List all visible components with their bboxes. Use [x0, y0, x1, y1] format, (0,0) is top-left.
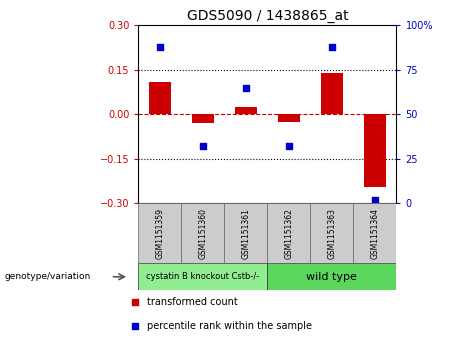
Bar [192, 114, 213, 123]
Text: GSM1151359: GSM1151359 [155, 208, 164, 259]
Text: GSM1151362: GSM1151362 [284, 208, 293, 259]
Text: GSM1151363: GSM1151363 [327, 208, 337, 259]
Point [328, 44, 336, 50]
Text: transformed count: transformed count [148, 297, 238, 307]
Bar [278, 114, 300, 122]
Point [371, 197, 378, 203]
Bar [225, 203, 267, 263]
Point [156, 44, 164, 50]
Bar [310, 203, 354, 263]
Point [242, 85, 249, 90]
Text: GSM1151361: GSM1151361 [242, 208, 250, 259]
Text: cystatin B knockout Cstb-/-: cystatin B knockout Cstb-/- [146, 272, 260, 281]
Point [285, 143, 293, 149]
Bar [321, 73, 343, 114]
Text: GSM1151364: GSM1151364 [371, 208, 379, 259]
Bar [181, 203, 225, 263]
Bar [364, 114, 386, 187]
Text: GSM1151360: GSM1151360 [198, 208, 207, 259]
Bar [149, 82, 171, 114]
Bar [138, 263, 267, 290]
Text: wild type: wild type [307, 272, 357, 282]
Bar [267, 203, 310, 263]
Point [333, 204, 340, 210]
Title: GDS5090 / 1438865_at: GDS5090 / 1438865_at [187, 9, 348, 23]
Bar [235, 107, 257, 114]
Text: percentile rank within the sample: percentile rank within the sample [148, 321, 313, 331]
Bar [138, 203, 181, 263]
Bar [267, 263, 396, 290]
Text: genotype/variation: genotype/variation [5, 272, 91, 281]
Bar [354, 203, 396, 263]
Point [199, 143, 207, 149]
